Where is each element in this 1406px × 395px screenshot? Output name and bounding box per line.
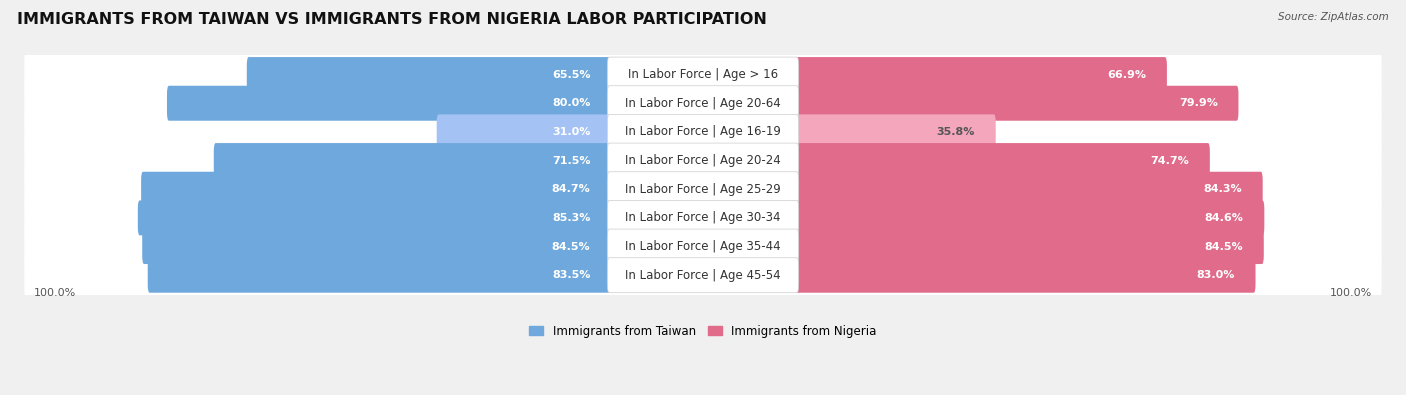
FancyBboxPatch shape	[794, 229, 1264, 264]
Legend: Immigrants from Taiwan, Immigrants from Nigeria: Immigrants from Taiwan, Immigrants from …	[524, 320, 882, 342]
FancyBboxPatch shape	[607, 143, 799, 178]
FancyBboxPatch shape	[437, 115, 612, 149]
FancyBboxPatch shape	[607, 115, 799, 149]
FancyBboxPatch shape	[142, 229, 612, 264]
Text: 85.3%: 85.3%	[553, 213, 591, 223]
Text: 100.0%: 100.0%	[34, 288, 76, 298]
FancyBboxPatch shape	[607, 200, 799, 235]
FancyBboxPatch shape	[607, 229, 799, 264]
Text: 84.5%: 84.5%	[551, 242, 591, 252]
FancyBboxPatch shape	[24, 220, 1382, 273]
Text: 66.9%: 66.9%	[1108, 70, 1146, 79]
FancyBboxPatch shape	[24, 77, 1382, 129]
FancyBboxPatch shape	[794, 172, 1263, 207]
Text: Source: ZipAtlas.com: Source: ZipAtlas.com	[1278, 12, 1389, 22]
Text: 74.7%: 74.7%	[1150, 156, 1189, 166]
Text: 84.5%: 84.5%	[1205, 242, 1243, 252]
FancyBboxPatch shape	[794, 115, 995, 149]
FancyBboxPatch shape	[24, 163, 1382, 215]
Text: In Labor Force | Age 20-24: In Labor Force | Age 20-24	[626, 154, 780, 167]
FancyBboxPatch shape	[607, 86, 799, 121]
FancyBboxPatch shape	[794, 258, 1256, 293]
Text: In Labor Force | Age 30-34: In Labor Force | Age 30-34	[626, 211, 780, 224]
FancyBboxPatch shape	[214, 143, 612, 178]
FancyBboxPatch shape	[794, 86, 1239, 121]
Text: 100.0%: 100.0%	[1330, 288, 1372, 298]
FancyBboxPatch shape	[607, 172, 799, 207]
Text: 71.5%: 71.5%	[553, 156, 591, 166]
Text: 83.0%: 83.0%	[1197, 270, 1234, 280]
FancyBboxPatch shape	[247, 57, 612, 92]
Text: In Labor Force | Age 25-29: In Labor Force | Age 25-29	[626, 183, 780, 196]
FancyBboxPatch shape	[24, 49, 1382, 101]
Text: 65.5%: 65.5%	[553, 70, 591, 79]
Text: In Labor Force | Age 45-54: In Labor Force | Age 45-54	[626, 269, 780, 282]
Text: In Labor Force | Age 35-44: In Labor Force | Age 35-44	[626, 240, 780, 253]
FancyBboxPatch shape	[24, 106, 1382, 158]
Text: 84.7%: 84.7%	[551, 184, 591, 194]
Text: In Labor Force | Age 20-64: In Labor Force | Age 20-64	[626, 97, 780, 110]
Text: 35.8%: 35.8%	[936, 127, 976, 137]
FancyBboxPatch shape	[794, 57, 1167, 92]
Text: 84.6%: 84.6%	[1205, 213, 1244, 223]
FancyBboxPatch shape	[24, 192, 1382, 244]
FancyBboxPatch shape	[138, 200, 612, 235]
Text: IMMIGRANTS FROM TAIWAN VS IMMIGRANTS FROM NIGERIA LABOR PARTICIPATION: IMMIGRANTS FROM TAIWAN VS IMMIGRANTS FRO…	[17, 12, 766, 27]
FancyBboxPatch shape	[141, 172, 612, 207]
FancyBboxPatch shape	[24, 249, 1382, 301]
FancyBboxPatch shape	[148, 258, 612, 293]
FancyBboxPatch shape	[167, 86, 612, 121]
Text: 80.0%: 80.0%	[553, 98, 591, 108]
Text: In Labor Force | Age > 16: In Labor Force | Age > 16	[628, 68, 778, 81]
Text: 31.0%: 31.0%	[553, 127, 591, 137]
Text: In Labor Force | Age 16-19: In Labor Force | Age 16-19	[626, 125, 780, 138]
Text: 79.9%: 79.9%	[1180, 98, 1218, 108]
Text: 83.5%: 83.5%	[553, 270, 591, 280]
FancyBboxPatch shape	[607, 57, 799, 92]
FancyBboxPatch shape	[607, 258, 799, 293]
Text: 84.3%: 84.3%	[1204, 184, 1241, 194]
FancyBboxPatch shape	[794, 200, 1264, 235]
FancyBboxPatch shape	[24, 134, 1382, 187]
FancyBboxPatch shape	[794, 143, 1209, 178]
